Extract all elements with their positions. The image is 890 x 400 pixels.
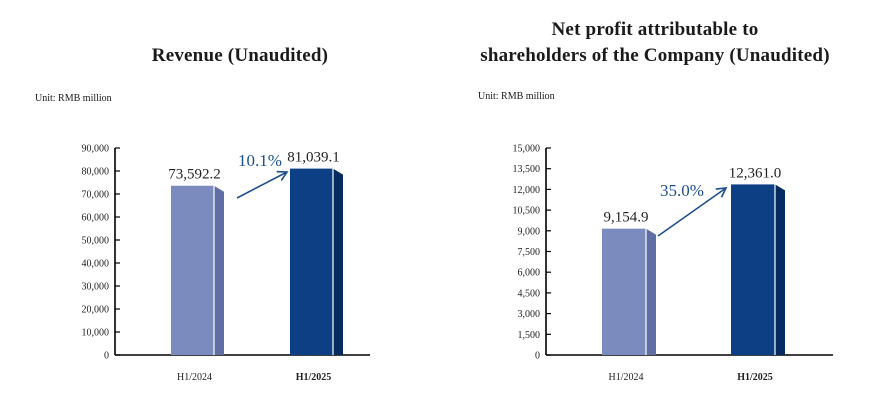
revenue-y-tick-label: 50,000 xyxy=(82,236,110,247)
net-profit-y-tick-label: 13,500 xyxy=(513,164,541,175)
net-profit-y-tick-label: 1,500 xyxy=(518,330,541,341)
net-profit-title-line-1: Net profit attributable to xyxy=(551,19,759,40)
revenue-chart-svg: 0 10,000 20,000 30,000 40,000 50,000 60,000 70,… xyxy=(82,144,370,383)
net-profit-value-label-1: 12,361.0 xyxy=(729,165,782,181)
revenue-y-tick-label: 80,000 xyxy=(82,167,110,178)
net-profit-growth-arrow xyxy=(657,187,727,237)
net-profit-y-tick-label: 12,000 xyxy=(513,185,541,196)
revenue-bar-side-1 xyxy=(333,168,343,355)
revenue-y-tick-label: 70,000 xyxy=(82,190,110,201)
net-profit-y-tick-label: 7,500 xyxy=(518,247,541,258)
revenue-bar-side-0 xyxy=(214,185,224,355)
net-profit-chart-svg: 0 1,500 3,000 4,500 6,000 7,500 9,000 10,500 12,… xyxy=(513,144,833,383)
net-profit-bar-side-0 xyxy=(646,228,656,355)
revenue-growth-label: 10.1% xyxy=(238,151,282,170)
net-profit-y-tick-label: 10,500 xyxy=(513,206,541,217)
revenue-bar-h1-2024 xyxy=(171,185,214,355)
net-profit-y-tick-label: 15,000 xyxy=(513,144,541,155)
revenue-growth-arrow xyxy=(236,171,288,199)
revenue-unit-label: Unit: RMB million xyxy=(35,93,112,104)
revenue-bar-h1-2025 xyxy=(290,168,333,355)
net-profit-category-label-0: H1/2024 xyxy=(609,372,644,383)
revenue-growth-arrow-head xyxy=(276,170,289,182)
net-profit-bar-side-1 xyxy=(775,184,785,355)
revenue-chart-panel: Revenue (Unaudited) Unit: RMB million 0 1… xyxy=(35,45,370,383)
net-profit-growth-label: 35.0% xyxy=(660,181,704,200)
revenue-y-tick-label: 90,000 xyxy=(82,144,110,155)
net-profit-value-label-0: 9,154.9 xyxy=(604,210,649,226)
net-profit-bar-h1-2024 xyxy=(602,228,646,355)
net-profit-y-tick-label: 3,000 xyxy=(518,309,541,320)
net-profit-category-label-1: H1/2025 xyxy=(737,372,773,383)
net-profit-title-line-2: shareholders of the Company (Unaudited) xyxy=(480,45,830,66)
net-profit-bar-h1-2025 xyxy=(731,184,775,355)
revenue-y-tick-label: 40,000 xyxy=(82,259,110,270)
revenue-category-label-0: H1/2024 xyxy=(177,372,212,383)
revenue-value-label-0: 73,592.2 xyxy=(168,167,221,183)
net-profit-growth-arrow-head xyxy=(715,187,728,198)
revenue-y-tick-label: 60,000 xyxy=(82,213,110,224)
revenue-value-label-1: 81,039.1 xyxy=(287,150,340,166)
net-profit-y-tick-label: 0 xyxy=(535,351,540,362)
revenue-y-tick-label: 0 xyxy=(104,351,109,362)
revenue-y-tick-label: 20,000 xyxy=(82,305,110,316)
revenue-y-tick-label: 30,000 xyxy=(82,282,110,293)
revenue-y-tick-label: 10,000 xyxy=(82,328,110,339)
net-profit-unit-label: Unit: RMB million xyxy=(478,91,555,102)
net-profit-y-tick-label: 9,000 xyxy=(518,226,541,237)
revenue-chart-title: Revenue (Unaudited) xyxy=(151,45,329,66)
revenue-category-label-1: H1/2025 xyxy=(296,372,332,383)
net-profit-y-tick-label: 4,500 xyxy=(518,288,541,299)
net-profit-y-tick-label: 6,000 xyxy=(518,268,541,279)
net-profit-chart-title: Net profit attributable to shareholders … xyxy=(445,17,865,69)
net-profit-chart-panel: Net profit attributable to shareholders … xyxy=(445,0,890,400)
